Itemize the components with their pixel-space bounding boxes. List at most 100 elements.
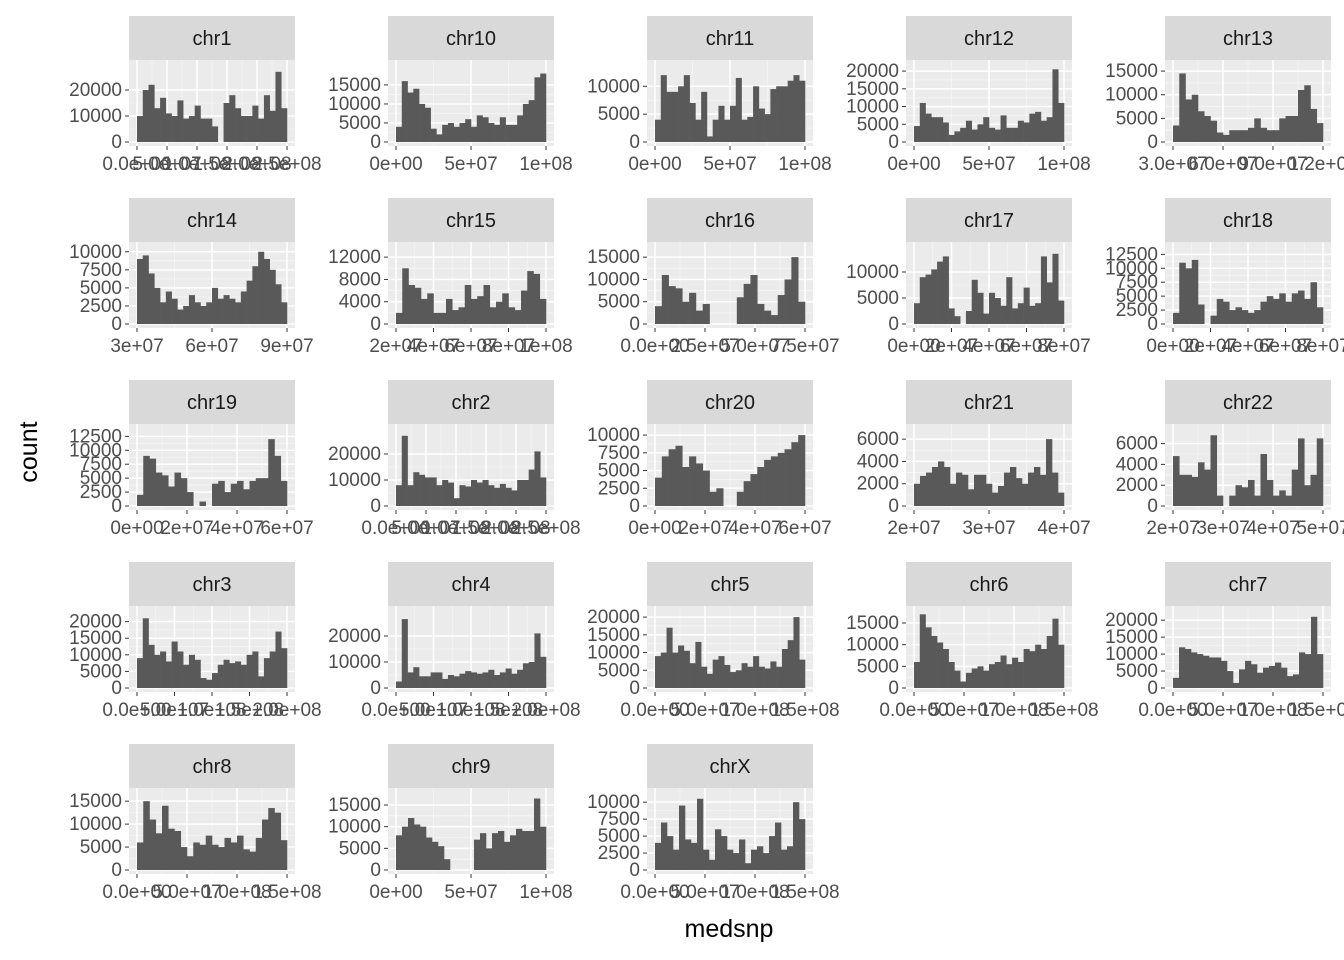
histogram-bar	[534, 77, 541, 142]
x-tick-label: 4e+07	[1221, 336, 1274, 357]
y-tick-label: 7500	[598, 443, 640, 464]
y-tick-label: 0	[1147, 496, 1158, 517]
histogram-bar	[1198, 304, 1205, 324]
x-tick-label: 5e+07	[1296, 518, 1344, 539]
facet-strip	[1165, 380, 1331, 424]
histogram-bar	[718, 105, 725, 142]
histogram-bar	[442, 678, 449, 688]
histogram-bar	[1285, 301, 1293, 324]
y-tick-label: 7500	[80, 454, 122, 475]
histogram-bar	[1215, 657, 1222, 688]
histogram-bar	[769, 836, 776, 870]
histogram-bar	[1233, 682, 1240, 688]
y-tick-label: 10000	[1105, 258, 1158, 279]
histogram-bar	[1216, 298, 1224, 324]
histogram-bar	[983, 313, 990, 324]
y-tick-label: 0	[629, 678, 640, 699]
histogram-bar	[660, 652, 667, 688]
histogram-bar	[1260, 454, 1268, 506]
histogram-bar	[781, 849, 788, 870]
facet-strip-label: chr6	[970, 574, 1009, 596]
histogram-bar	[1260, 127, 1268, 142]
histogram-bar	[171, 641, 178, 688]
histogram-bar	[1291, 469, 1299, 506]
histogram-bar	[223, 659, 230, 688]
y-tick-label: 20000	[69, 80, 122, 101]
histogram-bar	[252, 266, 259, 324]
histogram-bar	[534, 798, 541, 870]
facet-strip	[129, 744, 295, 788]
y-tick-label: 5000	[857, 656, 899, 677]
histogram-bar	[396, 312, 403, 324]
histogram-bar	[205, 835, 213, 870]
y-tick-label: 10000	[587, 643, 640, 664]
x-tick-label: 0e+00	[110, 518, 163, 539]
histogram-bar	[668, 286, 676, 324]
histogram-bar	[1052, 69, 1059, 142]
histogram-bar	[712, 659, 719, 688]
histogram-bar	[1260, 301, 1268, 324]
histogram-bar	[781, 649, 788, 688]
histogram-bar	[1227, 671, 1234, 688]
histogram-bar	[974, 474, 981, 506]
histogram-bar	[459, 673, 466, 688]
histogram-bar	[505, 487, 512, 506]
x-tick-label: 1.0e+08	[202, 882, 271, 903]
y-tick-label: 5000	[80, 661, 122, 682]
histogram-bar	[683, 650, 690, 688]
x-tick-label: 6e+07	[444, 336, 497, 357]
x-tick-label: 8e+07	[482, 336, 535, 357]
histogram-bar	[1291, 293, 1299, 324]
histogram-bar	[1304, 85, 1311, 142]
histogram-bar	[223, 103, 230, 142]
histogram-bar	[459, 122, 466, 142]
facet-strip-label: chr13	[1223, 28, 1273, 50]
histogram-bar	[237, 480, 244, 506]
histogram-bar	[709, 859, 716, 870]
histogram-bar	[1040, 256, 1047, 324]
histogram-bar	[701, 91, 708, 142]
histogram-bar	[430, 477, 437, 506]
histogram-bar	[1000, 655, 1007, 688]
histogram-bar	[402, 268, 409, 324]
histogram-bar	[480, 833, 487, 870]
histogram-bar	[942, 122, 949, 142]
facet-strip-label: chr7	[1229, 574, 1268, 596]
histogram-bar	[1029, 305, 1036, 324]
histogram-bar	[280, 480, 288, 506]
histogram-bar	[149, 819, 157, 870]
histogram-bar	[1273, 495, 1280, 506]
x-tick-label: 5.0e+07	[399, 700, 468, 721]
histogram-bar	[1229, 310, 1236, 324]
histogram-bar	[420, 826, 427, 870]
histogram-bar	[492, 833, 499, 870]
histogram-bar	[954, 316, 961, 324]
facet-panels: chr1010000200000.0e+005.0e+071.0e+081.5e…	[69, 16, 1344, 903]
x-tick-label: 2.0e+08	[252, 700, 321, 721]
histogram-bar	[243, 489, 250, 506]
histogram-bar	[246, 654, 253, 688]
histogram-bar	[1273, 298, 1280, 324]
histogram-bar	[237, 835, 244, 870]
histogram-bar	[1191, 652, 1198, 688]
y-tick-label: 15000	[69, 628, 122, 649]
x-tick-label: 0e+00	[628, 154, 681, 175]
histogram-bar	[925, 274, 932, 324]
histogram-bar	[516, 828, 523, 870]
y-tick-label: 10000	[69, 106, 122, 127]
histogram-bar	[1046, 636, 1053, 688]
histogram-bar	[672, 652, 679, 688]
histogram-bar	[702, 303, 710, 324]
histogram-bar	[442, 480, 449, 506]
histogram-bar	[960, 127, 967, 142]
histogram-bar	[944, 467, 951, 506]
histogram-bar	[528, 469, 535, 506]
histogram-bar	[1254, 118, 1261, 142]
histogram-bar	[464, 285, 472, 324]
histogram-bar	[407, 672, 414, 688]
histogram-bar	[1210, 315, 1218, 324]
histogram-bar	[668, 449, 676, 506]
histogram-bar	[471, 480, 478, 506]
histogram-bar	[1191, 476, 1199, 506]
